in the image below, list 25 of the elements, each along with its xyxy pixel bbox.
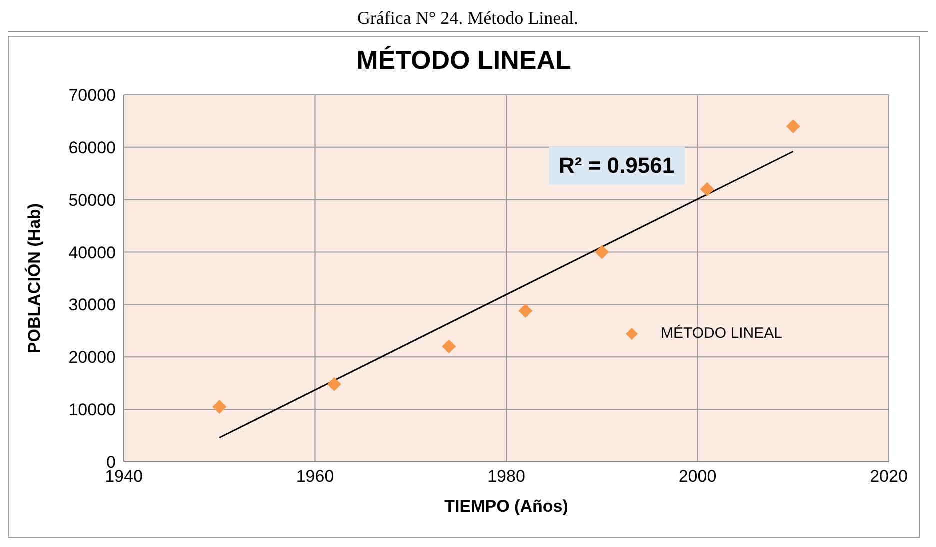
annotation: R² = 0.9561 <box>549 147 685 185</box>
x-tick-label: 1980 <box>488 467 526 486</box>
y-tick-label: 40000 <box>68 243 116 262</box>
x-tick-label: 2000 <box>678 467 717 486</box>
x-tick-label: 1940 <box>105 467 143 486</box>
y-tick-label: 50000 <box>68 190 116 210</box>
y-tick-label: 60000 <box>68 138 116 158</box>
point <box>518 304 533 318</box>
text: Gráfica N° 24. Método Lineal. <box>8 8 928 32</box>
chart-title: MÉTODO LINEAL <box>356 45 572 76</box>
y-tick-label: 70000 <box>68 86 116 106</box>
x-tick-label: 2020 <box>870 467 908 486</box>
y-tick-label: 10000 <box>68 400 116 420</box>
y-tick-label: 30000 <box>68 296 116 315</box>
point <box>786 119 800 134</box>
x-axis-title: TIEMPO (Años) <box>444 497 568 516</box>
x-tick-label: 1960 <box>296 467 334 486</box>
point <box>595 245 610 260</box>
point <box>700 182 714 196</box>
legend-label: MÉTODO LINEAL <box>661 325 782 342</box>
point <box>212 400 227 414</box>
point <box>327 377 342 392</box>
y-axis-title: POBLACIÓN (Hab) <box>24 203 44 354</box>
point <box>442 340 456 354</box>
y-tick-label: 20000 <box>68 348 116 368</box>
